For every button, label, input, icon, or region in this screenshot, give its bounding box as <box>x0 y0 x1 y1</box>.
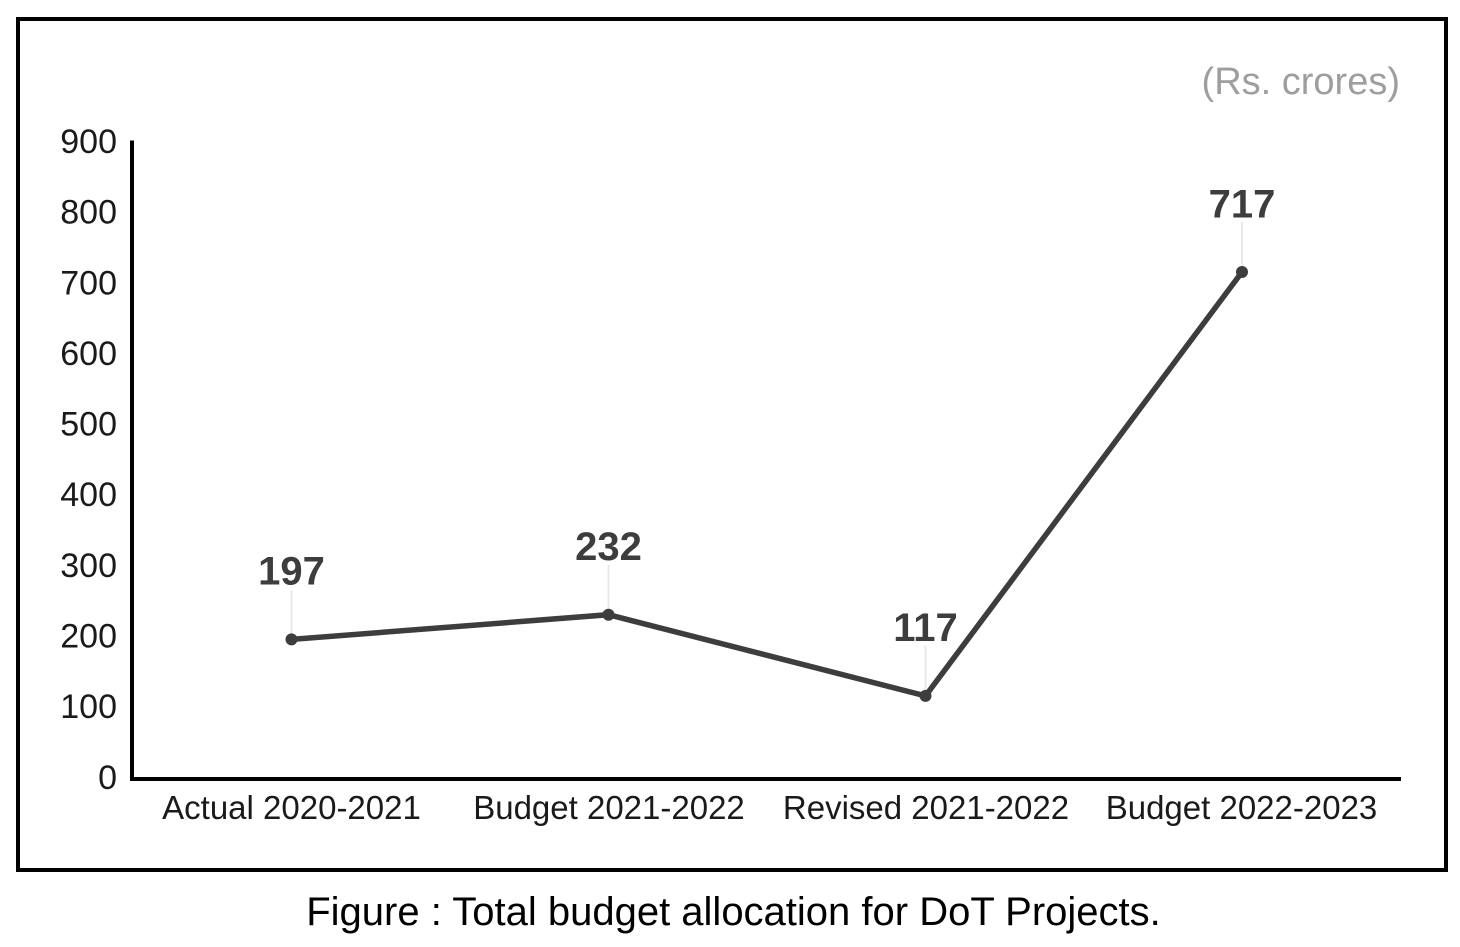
svg-text:Budget 2021-2022: Budget 2021-2022 <box>473 789 745 826</box>
svg-text:200: 200 <box>60 618 117 656</box>
svg-text:197: 197 <box>258 550 325 594</box>
svg-text:0: 0 <box>98 759 117 797</box>
svg-text:Figure : Total budget allocati: Figure : Total budget allocation for DoT… <box>306 890 1161 934</box>
svg-text:232: 232 <box>575 525 642 569</box>
svg-text:800: 800 <box>60 194 117 232</box>
svg-text:500: 500 <box>60 406 117 444</box>
svg-text:900: 900 <box>60 123 117 161</box>
svg-text:600: 600 <box>60 335 117 373</box>
svg-text:400: 400 <box>60 476 117 514</box>
svg-text:Budget 2022-2023: Budget 2022-2023 <box>1106 789 1378 826</box>
svg-text:717: 717 <box>1209 182 1276 226</box>
svg-text:117: 117 <box>893 606 958 650</box>
svg-text:100: 100 <box>60 688 117 726</box>
svg-text:Actual 2020-2021: Actual 2020-2021 <box>162 789 421 826</box>
svg-text:(Rs. crores): (Rs. crores) <box>1202 61 1400 103</box>
svg-text:300: 300 <box>60 547 117 585</box>
svg-text:700: 700 <box>60 264 117 302</box>
svg-text:Revised 2021-2022: Revised 2021-2022 <box>783 789 1069 826</box>
